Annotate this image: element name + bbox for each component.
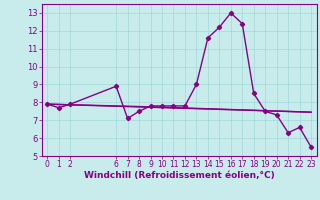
X-axis label: Windchill (Refroidissement éolien,°C): Windchill (Refroidissement éolien,°C) — [84, 171, 275, 180]
